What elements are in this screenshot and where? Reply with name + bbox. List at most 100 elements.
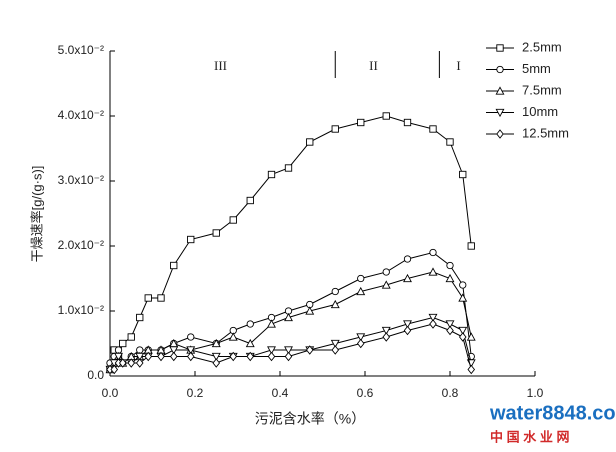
data-point — [187, 333, 195, 341]
data-point — [429, 319, 437, 329]
legend-marker — [496, 65, 504, 74]
data-point — [284, 346, 293, 355]
data-point — [127, 333, 135, 341]
data-point — [306, 138, 314, 146]
data-point — [284, 312, 293, 322]
data-point — [157, 351, 165, 362]
data-point — [246, 196, 254, 205]
data-point — [305, 306, 315, 315]
x-tick-label: 0.0 — [102, 386, 119, 400]
data-point — [170, 261, 178, 270]
data-point — [382, 112, 390, 120]
region-label: III — [214, 58, 227, 73]
data-point — [357, 118, 365, 127]
data-point — [186, 346, 196, 355]
data-point — [118, 358, 127, 368]
data-point — [127, 358, 136, 368]
data-point — [403, 255, 412, 263]
y-tick-label: 3.0x10⁻² — [58, 173, 104, 187]
data-point — [446, 138, 454, 146]
data-point — [229, 351, 238, 362]
data-point — [403, 325, 412, 336]
data-point — [169, 351, 178, 362]
data-point — [459, 170, 467, 179]
y-tick-label: 2.0x10⁻² — [58, 238, 104, 252]
data-point — [331, 345, 340, 355]
legend-label: 12.5mm — [522, 125, 569, 140]
data-point — [157, 294, 165, 302]
data-point — [459, 281, 467, 289]
data-point — [331, 287, 339, 296]
data-point — [144, 351, 153, 362]
data-point — [429, 125, 437, 133]
legend-marker — [496, 129, 504, 139]
data-point — [458, 326, 468, 336]
data-point — [446, 325, 454, 336]
data-point — [267, 170, 276, 179]
legend-label: 10mm — [522, 104, 558, 119]
data-point — [466, 332, 476, 341]
x-tick-label: 0.8 — [442, 386, 459, 400]
y-axis-label: 干燥速率[g/(g·s)] — [29, 166, 44, 263]
data-point — [119, 339, 127, 348]
data-point — [229, 216, 237, 224]
y-tick-label: 0.0 — [87, 368, 104, 382]
data-point — [114, 352, 123, 362]
data-point — [228, 332, 238, 341]
data-point — [186, 351, 195, 362]
region-label: II — [369, 58, 378, 73]
data-point — [211, 352, 221, 362]
watermark-sub: 中 国 水 业 网 — [490, 429, 569, 444]
data-point — [356, 333, 366, 342]
region-label: I — [456, 58, 460, 73]
data-point — [382, 332, 391, 342]
data-point — [356, 338, 365, 349]
data-point — [169, 346, 179, 355]
data-point — [428, 267, 438, 276]
legend-marker — [495, 86, 505, 95]
data-point — [403, 320, 412, 329]
data-point — [135, 358, 144, 368]
legend-marker — [495, 108, 505, 118]
x-axis-label: 污泥含水率（%） — [255, 411, 365, 427]
data-point — [445, 320, 455, 329]
data-point — [467, 364, 476, 375]
data-point — [305, 345, 314, 355]
y-tick-label: 5.0x10⁻² — [58, 43, 104, 57]
data-point — [246, 351, 255, 362]
data-point — [445, 273, 455, 283]
data-point — [458, 332, 467, 342]
data-point — [211, 338, 221, 348]
data-point — [245, 338, 255, 348]
x-tick-label: 0.2 — [187, 386, 204, 400]
data-point — [144, 294, 152, 302]
x-tick-label: 1.0 — [527, 386, 544, 400]
data-point — [428, 313, 438, 323]
data-point — [356, 286, 366, 296]
x-tick-label: 0.4 — [272, 386, 289, 400]
data-point — [330, 339, 340, 349]
watermark: water8848.com — [489, 402, 616, 424]
data-point — [110, 364, 119, 375]
data-point — [212, 229, 220, 237]
data-point — [136, 313, 144, 322]
data-point — [212, 358, 221, 368]
data-point — [284, 351, 293, 362]
data-point — [187, 235, 195, 244]
data-point — [446, 261, 454, 270]
data-point — [467, 242, 475, 250]
data-point — [382, 268, 390, 276]
data-point — [458, 293, 468, 302]
data-point — [267, 346, 276, 355]
data-point — [330, 299, 340, 309]
data-point — [246, 320, 254, 328]
data-point — [331, 125, 339, 133]
data-point — [381, 326, 391, 336]
x-tick-label: 0.6 — [357, 386, 374, 400]
data-point — [267, 351, 276, 362]
data-point — [135, 352, 145, 362]
series-line — [109, 316, 472, 370]
y-tick-label: 4.0x10⁻² — [58, 108, 104, 122]
data-point — [381, 280, 391, 289]
